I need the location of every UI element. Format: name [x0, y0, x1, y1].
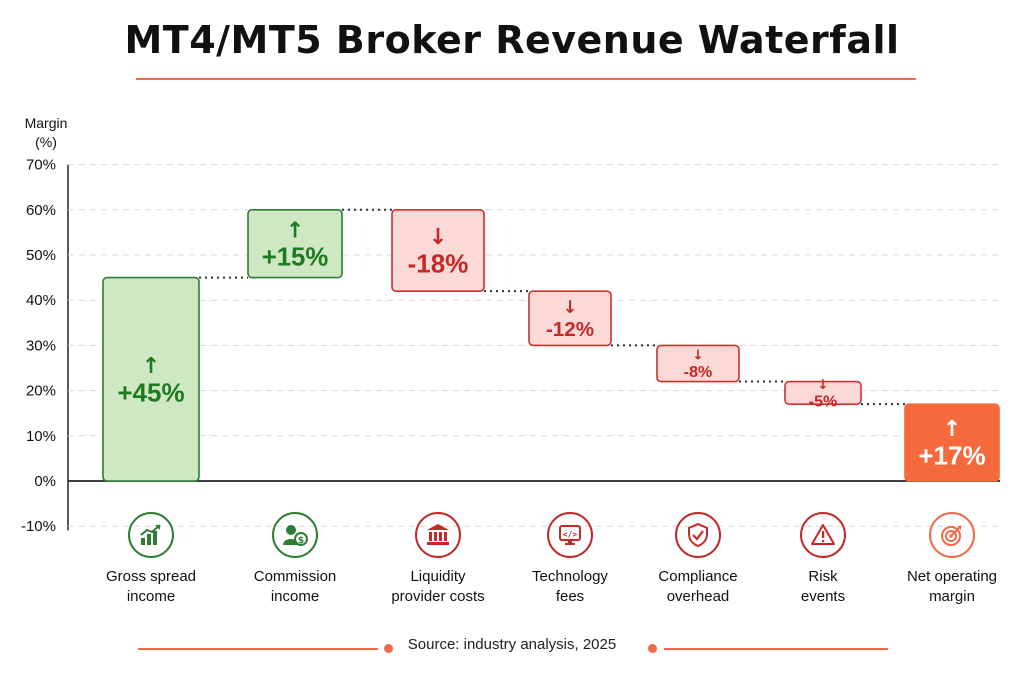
- y-tick-label: 40%: [26, 292, 56, 309]
- x-category-label: Compliance overhead: [633, 567, 763, 607]
- down-arrow-icon: ↓: [692, 347, 703, 363]
- x-category-label: Technology fees: [505, 567, 635, 607]
- x-category-label: Gross spread income: [86, 567, 216, 607]
- source-rule-right: [664, 648, 888, 650]
- x-category-label-line: Technology: [532, 568, 608, 585]
- x-category-label-line: Liquidity: [410, 568, 466, 585]
- x-category-label-line: Net operating: [906, 568, 998, 585]
- x-category-label: Risk events: [758, 567, 888, 607]
- x-category-label-line: Commission: [253, 568, 337, 585]
- x-category-label-line: margin: [929, 588, 975, 605]
- y-tick-label: -10%: [21, 518, 56, 535]
- y-axis-label: Margin (%): [20, 114, 72, 152]
- bar-2: [247, 209, 343, 279]
- commission-person-icon: $: [272, 512, 318, 558]
- bar-value-label: -8%: [684, 364, 712, 381]
- down-arrow-icon: ↓: [429, 224, 448, 250]
- chart-title: MT4/MT5 Broker Revenue Waterfall: [124, 18, 900, 62]
- up-arrow-icon: ↑: [286, 218, 304, 243]
- down-arrow-icon: ↓: [563, 298, 578, 318]
- y-tick-label: 70%: [26, 157, 56, 174]
- title-underline: [136, 78, 916, 80]
- svg-text:$: $: [298, 536, 304, 546]
- x-category-label-line: overhead: [666, 588, 730, 605]
- bar-4: [528, 290, 612, 347]
- x-category-label: Net operating margin: [887, 567, 1017, 607]
- down-arrow-icon: ↓: [817, 377, 828, 393]
- bar-value-label: -12%: [546, 318, 594, 341]
- source-note: Source: industry analysis, 2025: [407, 636, 617, 653]
- bar-7: [904, 403, 1000, 482]
- target-icon: [929, 512, 975, 558]
- source-rule-left: [138, 648, 378, 650]
- x-category-label-line: income: [126, 588, 176, 605]
- y-tick-label: 50%: [26, 247, 56, 264]
- bank-icon: [415, 512, 461, 558]
- x-category-label-line: provider costs: [391, 588, 485, 605]
- x-category-label-line: income: [270, 588, 320, 605]
- x-category-label-line: Compliance: [658, 568, 738, 585]
- x-category-label-line: Risk: [808, 568, 838, 585]
- bar-value-label: +17%: [918, 441, 985, 471]
- x-category-label: Commission income: [230, 567, 360, 607]
- y-tick-label: 60%: [26, 202, 56, 219]
- bar-value-label: -5%: [809, 393, 837, 410]
- y-tick-label: 30%: [26, 337, 56, 354]
- warning-triangle-icon: [800, 512, 846, 558]
- up-arrow-icon: ↑: [943, 416, 962, 442]
- code-monitor-icon: </>: [547, 512, 593, 558]
- bar-3: [391, 209, 485, 292]
- y-axis-label-line-1: Margin: [24, 115, 68, 131]
- x-category-label-line: events: [800, 588, 846, 605]
- shield-check-icon: [675, 512, 721, 558]
- source-dot-left: [384, 644, 393, 653]
- x-category-label-line: fees: [555, 588, 585, 605]
- y-tick-label: 20%: [26, 383, 56, 400]
- source-dot-right: [648, 644, 657, 653]
- y-tick-label: 0%: [34, 473, 56, 490]
- bar-value-label: -18%: [408, 249, 469, 279]
- bar-6: [784, 380, 862, 405]
- bar-5: [656, 344, 740, 383]
- y-tick-label: 10%: [26, 428, 56, 445]
- x-category-label-line: Gross spread: [105, 568, 197, 585]
- growth-chart-icon: [128, 512, 174, 558]
- bar-1: [102, 276, 200, 482]
- bar-value-label: +45%: [117, 377, 184, 407]
- y-axis-label-line-2: (%): [35, 134, 57, 150]
- up-arrow-icon: ↑: [142, 353, 161, 379]
- bar-value-label: +15%: [262, 244, 329, 272]
- x-category-label: Liquidity provider costs: [373, 567, 503, 607]
- svg-text:</>: </>: [563, 530, 578, 539]
